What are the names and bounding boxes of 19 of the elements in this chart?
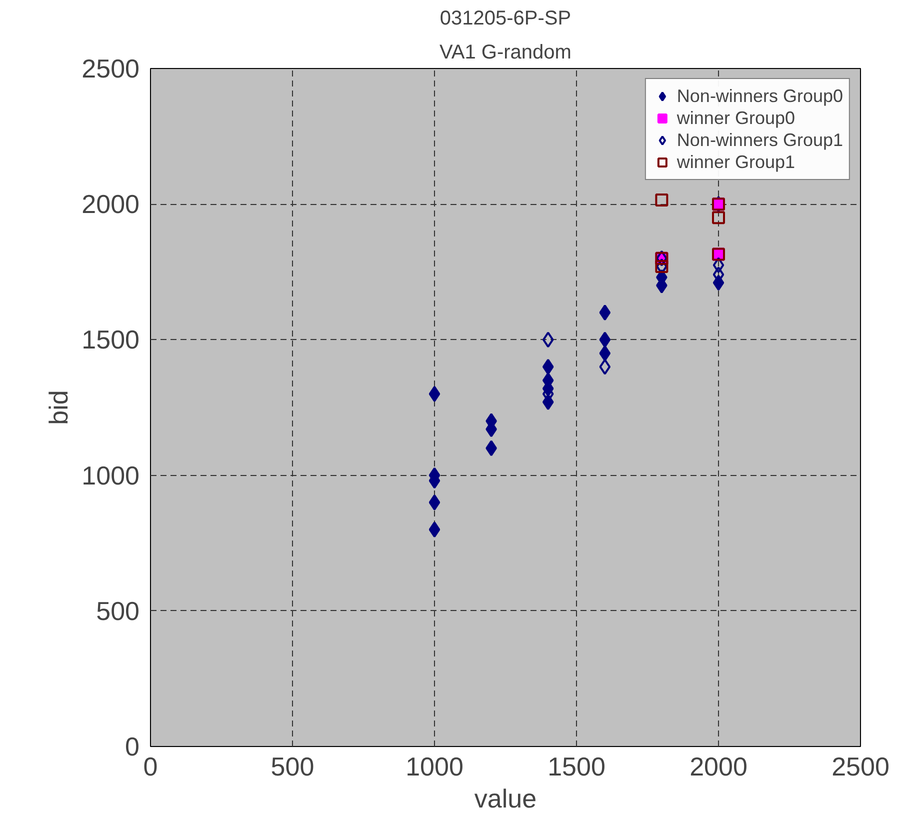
x-axis-title: value <box>474 784 537 814</box>
chart-subtitle: VA1 G-random <box>440 42 572 64</box>
legend-label: winner Group0 <box>676 107 795 129</box>
y-tick-label: 0 <box>125 732 140 762</box>
legend-label: Non-winners Group0 <box>676 85 843 107</box>
legend-label: Non-winners Group1 <box>676 129 843 151</box>
x-tick-label: 2000 <box>690 752 748 782</box>
x-tick-label: 500 <box>270 752 314 782</box>
y-tick-label: 1500 <box>82 324 140 355</box>
chart-title: 031205-6P-SP <box>440 8 572 30</box>
y-tick-label: 2500 <box>82 54 140 84</box>
x-tick-label: 1000 <box>406 752 464 782</box>
y-tick-label: 1000 <box>82 460 140 490</box>
x-tick-label: 1500 <box>548 752 606 782</box>
y-tick-label: 2000 <box>82 189 140 220</box>
y-axis-title: bid <box>44 390 74 425</box>
x-tick-label: 2500 <box>832 752 890 782</box>
y-tick-label: 500 <box>96 596 140 626</box>
legend-label: winner Group1 <box>676 151 795 173</box>
